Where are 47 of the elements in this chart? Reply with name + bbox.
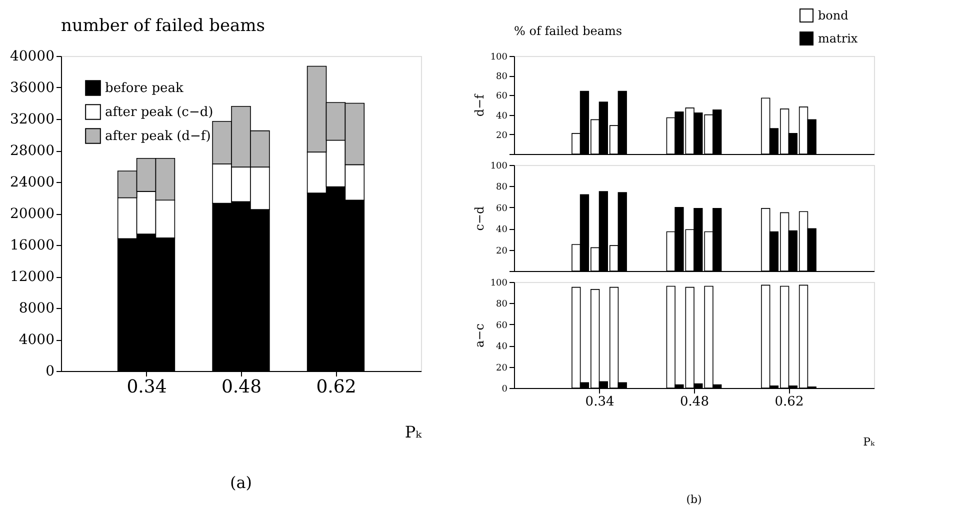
y-tick-label: 40 bbox=[496, 342, 508, 352]
y-tick-label: 60 bbox=[496, 204, 508, 214]
x-axis-title: Pₖ bbox=[863, 436, 876, 448]
y-tick-label: 16000 bbox=[10, 238, 54, 254]
legend-label: after peak (c−d) bbox=[105, 105, 214, 120]
y-tick-label: 60 bbox=[496, 92, 508, 102]
y-tick-label: 100 bbox=[490, 52, 508, 62]
y-tick-label: 40000 bbox=[10, 48, 54, 64]
y-tick-label: 12000 bbox=[10, 269, 54, 285]
x-tick-label: 0.62 bbox=[774, 394, 804, 410]
legend-label: bond bbox=[818, 8, 849, 22]
chart-title: number of failed beams bbox=[61, 16, 265, 36]
y-tick-label: 32000 bbox=[10, 112, 54, 128]
y-tick-label: 40 bbox=[496, 225, 508, 236]
y-tick-label: 60 bbox=[496, 320, 508, 331]
text: (b) bbox=[686, 493, 702, 506]
y-axis-title: a−c bbox=[472, 323, 486, 348]
y-tick-label: 4000 bbox=[18, 332, 54, 348]
chart-title: % of failed beams bbox=[514, 24, 622, 38]
legend-label: matrix bbox=[818, 32, 858, 46]
legend-label: before peak bbox=[105, 81, 184, 96]
y-tick-label: 40 bbox=[496, 111, 508, 122]
y-tick-label: 8000 bbox=[18, 300, 54, 316]
y-tick-label: 100 bbox=[490, 278, 508, 288]
y-axis-title: d−f bbox=[472, 92, 486, 117]
x-tick-label: 0.34 bbox=[585, 394, 614, 410]
y-axis-title: c−d bbox=[472, 206, 486, 231]
y-tick-label: 20000 bbox=[10, 206, 54, 222]
y-tick-label: 24000 bbox=[10, 174, 54, 190]
y-tick-label: 80 bbox=[496, 72, 508, 82]
y-tick-label: 100 bbox=[490, 162, 508, 172]
y-tick-label: 0 bbox=[502, 384, 508, 394]
x-tick-label: 0.34 bbox=[126, 376, 167, 398]
y-tick-label: 36000 bbox=[10, 80, 54, 96]
y-tick-label: 20 bbox=[496, 130, 508, 141]
legend-label: after peak (d−f) bbox=[105, 129, 211, 144]
x-tick-label: 0.48 bbox=[680, 394, 709, 410]
text: (a) bbox=[230, 473, 252, 492]
y-tick-label: 20 bbox=[496, 363, 508, 374]
y-tick-label: 80 bbox=[496, 300, 508, 310]
x-tick-label: 0.62 bbox=[316, 376, 356, 398]
y-tick-label: 80 bbox=[496, 182, 508, 193]
x-tick-label: 0.48 bbox=[221, 376, 262, 398]
y-tick-label: 20 bbox=[496, 246, 508, 256]
y-tick-label: 0 bbox=[46, 364, 54, 380]
x-axis-title: Pₖ bbox=[404, 422, 423, 442]
y-tick-label: 28000 bbox=[10, 143, 54, 159]
